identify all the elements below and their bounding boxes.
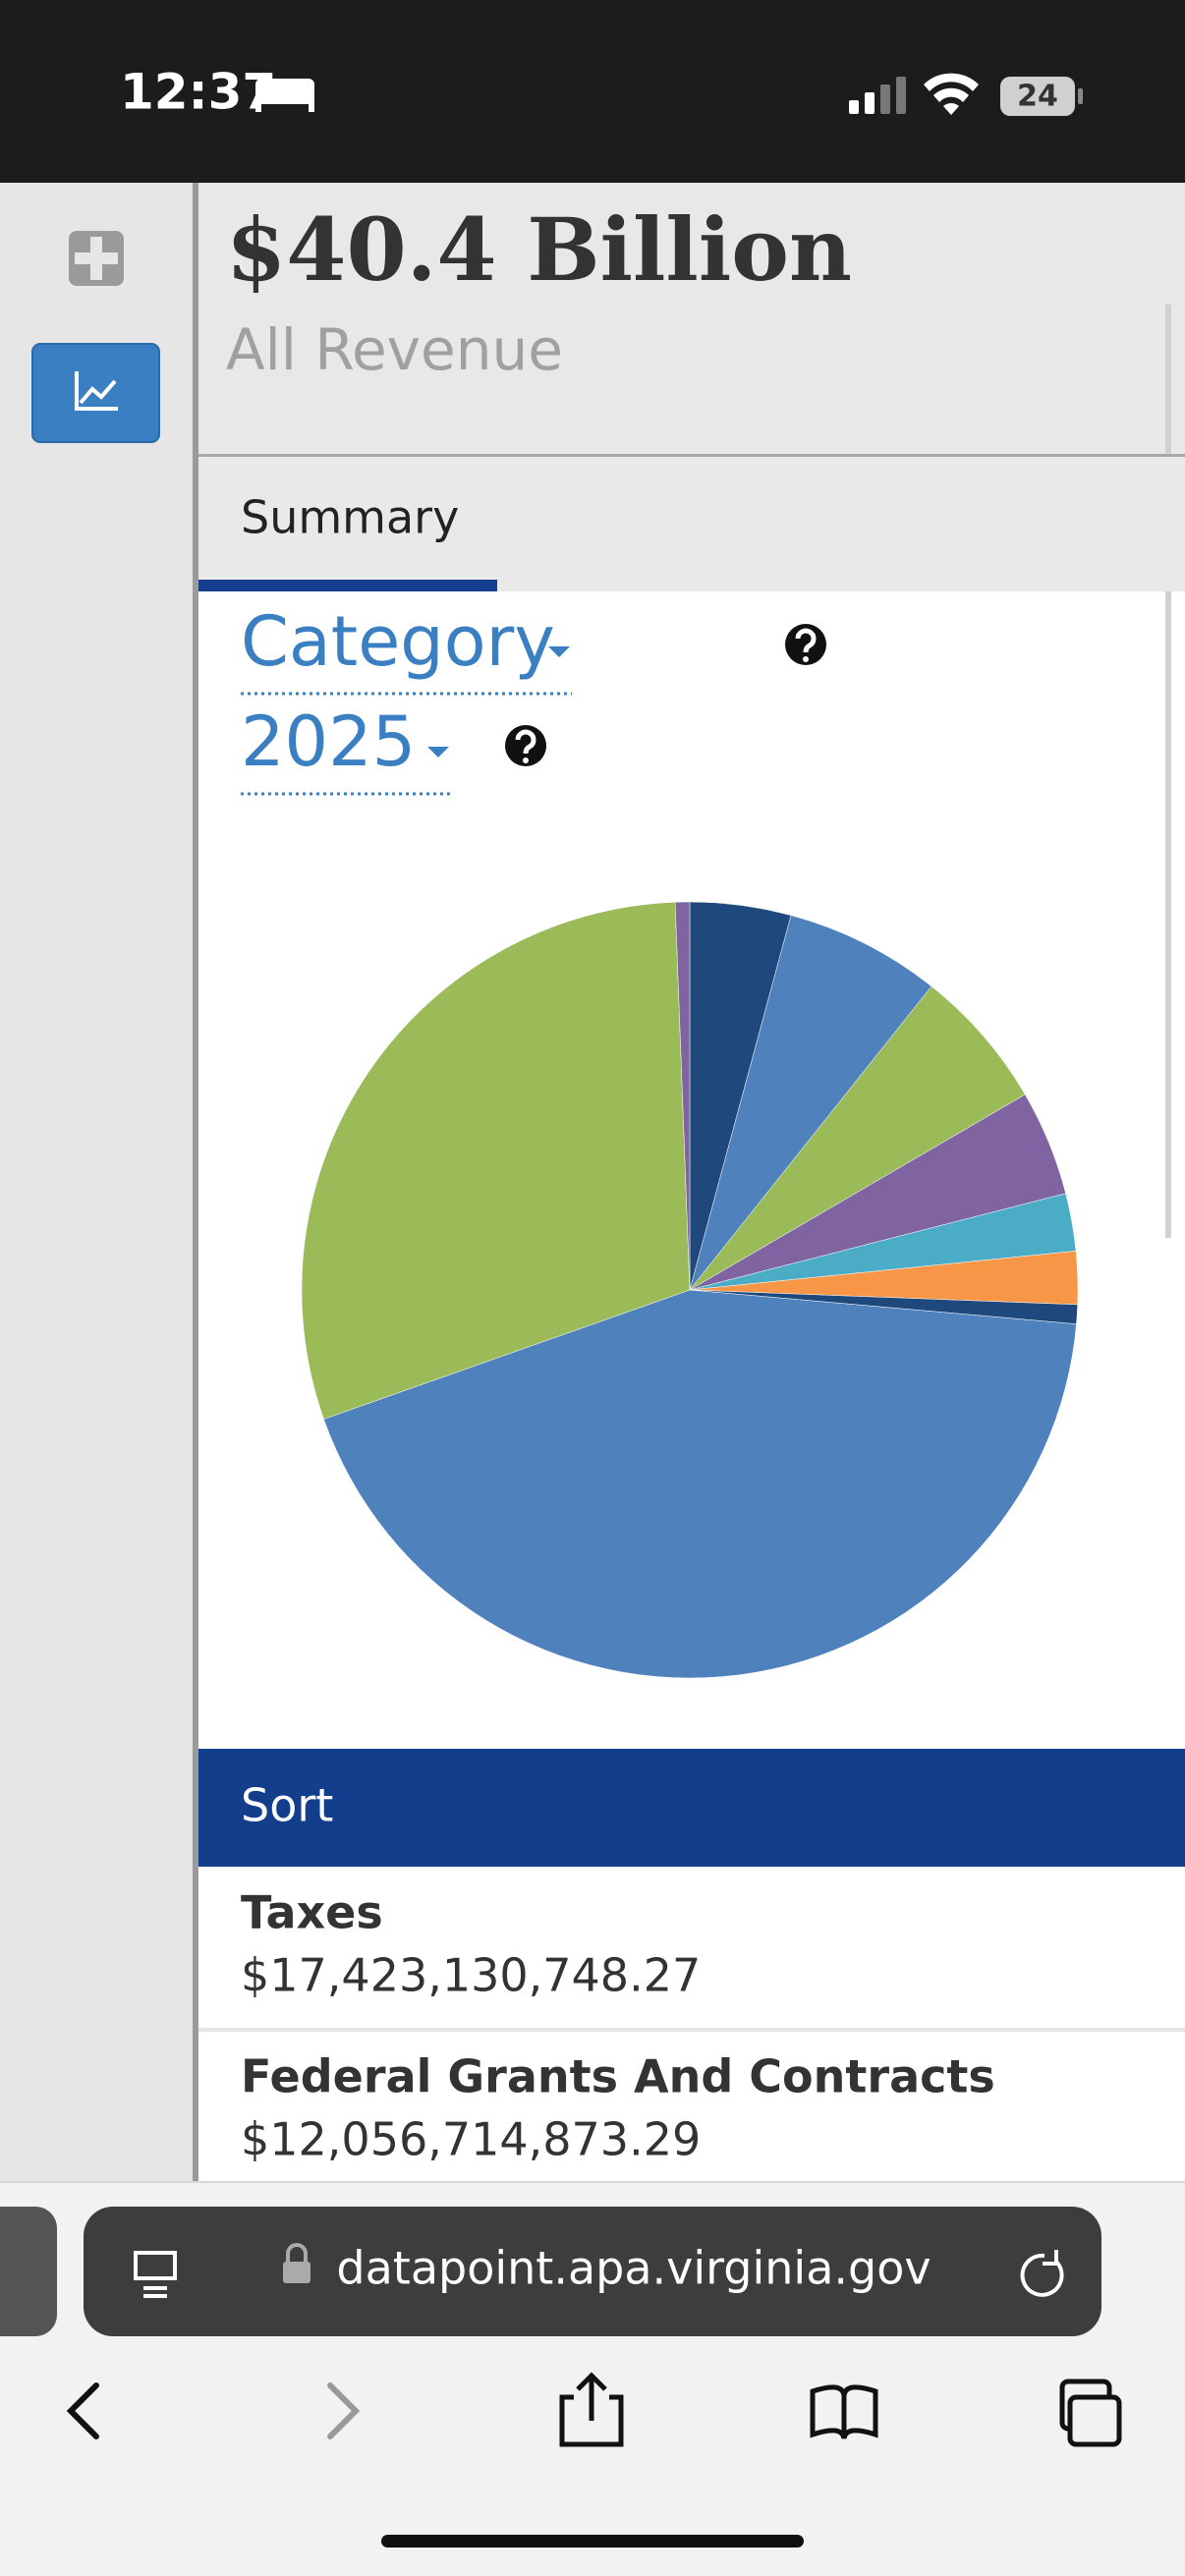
pie-slice xyxy=(689,915,932,1291)
battery-level: 24 xyxy=(1017,80,1058,114)
filter-category[interactable]: Category xyxy=(241,601,555,682)
header-border xyxy=(198,454,1185,457)
address-bar[interactable] xyxy=(84,2207,1101,2336)
pie-slice xyxy=(674,901,691,1291)
lock-icon xyxy=(286,2243,308,2262)
sleep-icon xyxy=(255,79,314,112)
tab-bar xyxy=(198,457,1185,591)
signal-icon xyxy=(849,77,906,114)
sort-label[interactable]: Sort xyxy=(241,1779,333,1832)
item-amount: $12,056,714,873.29 xyxy=(241,2113,701,2166)
help-icon[interactable] xyxy=(785,624,826,665)
reload-icon[interactable] xyxy=(1020,2250,1064,2297)
tab-preview[interactable] xyxy=(0,2207,57,2336)
clock: 12:37 xyxy=(120,64,276,121)
tab-underline xyxy=(198,580,497,591)
item-name[interactable]: Federal Grants And Contracts xyxy=(241,2050,995,2103)
reader-icon[interactable] xyxy=(134,2251,177,2298)
item-name[interactable]: Taxes xyxy=(241,1886,383,1939)
tabs-button[interactable] xyxy=(1059,2379,1122,2447)
scrollbar xyxy=(1165,305,1171,1238)
add-icon xyxy=(75,237,118,280)
pie-slice xyxy=(689,985,1026,1291)
battery-icon xyxy=(1000,77,1075,116)
header-title: $40.4 Billion xyxy=(226,198,852,301)
dropdown-caret xyxy=(548,646,570,657)
pie-chart xyxy=(301,901,1079,1679)
sort-bar[interactable] xyxy=(198,1749,1185,1867)
dropdown-caret xyxy=(427,747,449,757)
back-button[interactable] xyxy=(66,2382,99,2439)
wifi-icon xyxy=(924,73,979,115)
home-indicator xyxy=(381,2535,804,2548)
sidebar-divider xyxy=(193,183,198,2181)
pie-slice xyxy=(301,902,691,1420)
header-subtitle: All Revenue xyxy=(226,316,563,383)
bookmarks-button[interactable] xyxy=(810,2384,878,2439)
forward-button[interactable] xyxy=(327,2382,361,2439)
filter-year[interactable]: 2025 xyxy=(241,701,416,782)
toolbar-border xyxy=(0,2181,1185,2183)
chart-icon xyxy=(75,371,118,411)
lock-body xyxy=(283,2262,310,2283)
pie-slice xyxy=(323,1289,1077,1679)
help-icon[interactable] xyxy=(505,725,546,766)
row-divider xyxy=(198,2028,1185,2032)
status-bar xyxy=(0,0,1185,183)
url[interactable]: datapoint.apa.virginia.gov xyxy=(336,2242,931,2295)
battery-tip xyxy=(1078,88,1083,104)
share-button[interactable] xyxy=(559,2372,624,2447)
tab[interactable]: Summary xyxy=(241,491,459,544)
sidebar xyxy=(0,183,193,2181)
header xyxy=(198,183,1185,454)
item-amount: $17,423,130,748.27 xyxy=(241,1949,701,2002)
